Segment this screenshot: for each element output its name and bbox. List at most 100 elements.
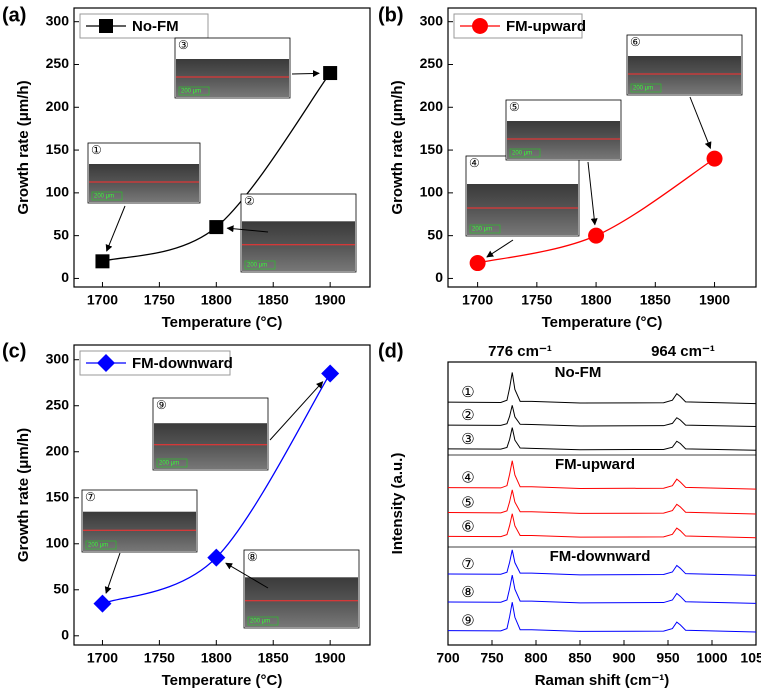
- x-tick-label: 1850: [640, 292, 671, 308]
- annotation: FM-downward: [550, 548, 651, 565]
- plot-frame: [73, 7, 371, 288]
- spectrum: [447, 513, 757, 539]
- y-tick-label: 50: [53, 580, 69, 596]
- x-tick-label: 800: [524, 650, 548, 666]
- marker: [323, 66, 338, 81]
- x-tick-label: 1000: [696, 650, 727, 666]
- scale-bar-box: [469, 224, 501, 234]
- y-tick-label: 200: [420, 98, 444, 114]
- inset-label: ⑧: [247, 550, 258, 564]
- spectrum-label: ③: [461, 431, 474, 448]
- x-tick-label: 1750: [521, 292, 552, 308]
- plot-frame: [447, 361, 757, 646]
- inset-label: ③: [178, 38, 189, 52]
- scale-bar-label: 200 μm: [181, 89, 201, 95]
- inset-film: [154, 423, 267, 469]
- y-tick-label: 250: [420, 55, 444, 71]
- plot-frame: [73, 344, 371, 646]
- panel-label: (c): [2, 340, 26, 362]
- y-tick-label: 300: [420, 12, 444, 28]
- spectrum: [447, 575, 757, 604]
- inset-arrow: [689, 96, 712, 150]
- x-axis-label: Temperature (°C): [162, 672, 283, 688]
- y-tick-label: 50: [427, 226, 443, 242]
- inset-label: ⑥: [630, 35, 641, 49]
- scale-bar-box: [91, 191, 123, 201]
- annotation: 964 cm⁻¹: [651, 343, 715, 360]
- y-axis-label: Growth rate (μm/h): [389, 80, 406, 214]
- inset-film: [83, 511, 196, 551]
- marker: [588, 227, 605, 244]
- scale-bar-box: [178, 86, 210, 96]
- x-tick-label: 750: [480, 650, 504, 666]
- x-tick-label: 1800: [201, 292, 232, 308]
- spectrum-label: ②: [461, 407, 474, 424]
- y-tick-label: 100: [420, 184, 444, 200]
- spectrum-label: ⑨: [461, 613, 474, 630]
- inset-arrow: [486, 239, 514, 258]
- scale-bar-box: [156, 458, 188, 468]
- x-tick-label: 1850: [258, 292, 289, 308]
- scale-bar-label: 200 μm: [472, 227, 492, 233]
- inset-film: [89, 164, 199, 202]
- spectrum: [447, 489, 757, 515]
- marker: [207, 548, 226, 567]
- x-tick-label: 1700: [462, 292, 493, 308]
- inset-label: ②: [244, 194, 255, 208]
- annotation: FM-upward: [555, 456, 635, 473]
- x-tick-label: 1700: [87, 650, 118, 666]
- marker: [706, 150, 723, 167]
- spectrum: [447, 549, 757, 576]
- y-axis-label: Growth rate (μm/h): [15, 428, 32, 562]
- inset-label: ⑦: [85, 490, 96, 504]
- x-axis-label: Temperature (°C): [162, 314, 283, 331]
- spectrum: [447, 372, 757, 405]
- y-tick-label: 0: [61, 269, 69, 285]
- marker: [321, 364, 340, 383]
- inset-label: ⑨: [156, 398, 167, 412]
- inset-arrow: [104, 552, 121, 594]
- x-tick-label: 950: [656, 650, 680, 666]
- y-tick-label: 50: [53, 226, 69, 242]
- marker: [209, 220, 224, 235]
- spectrum-label: ⑤: [461, 495, 474, 512]
- scale-bar-label: 200 μm: [250, 619, 270, 625]
- x-tick-label: 850: [568, 650, 592, 666]
- x-tick-label: 1900: [315, 292, 346, 308]
- scale-bar-label: 200 μm: [94, 194, 114, 200]
- marker: [95, 254, 110, 269]
- y-tick-label: 200: [46, 98, 70, 114]
- panel-label: (d): [378, 340, 404, 362]
- legend-marker: [97, 354, 115, 372]
- spectrum-label: ⑧: [461, 584, 474, 601]
- x-tick-label: 1750: [144, 292, 175, 308]
- y-tick-label: 100: [46, 534, 70, 550]
- y-tick-label: 100: [46, 184, 70, 200]
- legend-marker: [472, 18, 489, 34]
- inset-arrow: [291, 69, 320, 77]
- x-axis-label: Temperature (°C): [542, 314, 663, 331]
- y-tick-label: 200: [46, 442, 70, 458]
- scale-bar-box: [630, 83, 662, 93]
- x-tick-label: 1900: [315, 650, 346, 666]
- scale-bar-label: 200 μm: [88, 543, 108, 549]
- spectrum: [447, 427, 757, 451]
- inset-arrow: [587, 161, 598, 226]
- inset-arrow: [225, 562, 269, 589]
- spectrum: [447, 460, 757, 490]
- scale-bar-label: 200 μm: [159, 461, 179, 467]
- x-tick-label: 700: [436, 650, 460, 666]
- spectrum: [447, 602, 757, 633]
- spectrum-label: ⑥: [461, 518, 474, 535]
- inset-film: [628, 56, 741, 94]
- scale-bar-box: [247, 616, 279, 626]
- annotation: No-FM: [555, 364, 602, 381]
- panel-label: (a): [2, 4, 26, 26]
- inset-arrow: [269, 381, 324, 441]
- x-tick-label: 1800: [201, 650, 232, 666]
- x-axis-label: Raman shift (cm⁻¹): [535, 672, 670, 688]
- inset-arrow: [105, 205, 126, 252]
- inset-film: [176, 59, 289, 97]
- inset-label: ④: [469, 156, 480, 170]
